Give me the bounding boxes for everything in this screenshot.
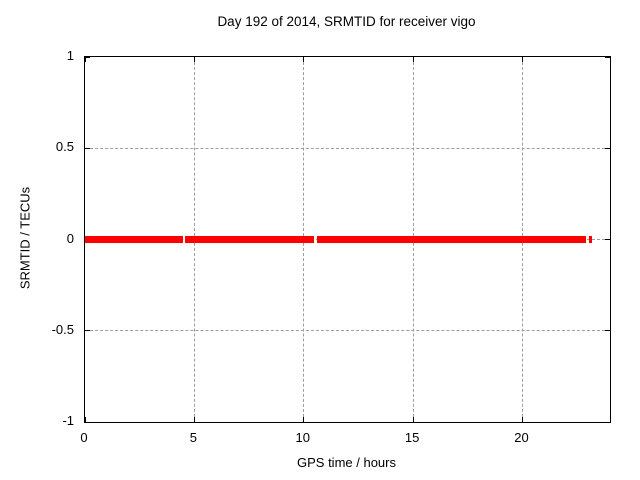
x-tick-label: 10 — [295, 430, 310, 445]
x-tick-mark-top — [522, 57, 523, 62]
x-tick-mark-bottom — [522, 417, 523, 422]
y-tick-label: 1 — [66, 48, 74, 63]
y-tick-label: -0.5 — [51, 321, 74, 337]
x-tick-mark-top — [303, 57, 305, 62]
x-tick-mark-top — [193, 57, 195, 62]
grid-line-horizontal — [85, 330, 610, 332]
y-tick-mark-left — [85, 330, 90, 332]
y-tick-mark-left — [85, 56, 90, 58]
grid-line-horizontal — [85, 147, 610, 149]
y-tick-mark-right — [605, 421, 610, 423]
y-tick-label: 0.5 — [55, 139, 74, 155]
x-tick-label: 15 — [404, 430, 420, 445]
x-tick-mark-top — [84, 57, 86, 62]
y-tick-mark-right — [605, 147, 610, 149]
y-tick-label: -1 — [62, 413, 74, 428]
y-tick-mark-left — [85, 147, 90, 149]
x-tick-mark-bottom — [84, 417, 86, 422]
x-tick-label: 20 — [514, 430, 529, 445]
y-tick-label: 0 — [66, 230, 74, 246]
y-tick-mark-right — [605, 56, 610, 58]
x-tick-label: 5 — [189, 430, 197, 445]
data-series-segment — [589, 236, 593, 243]
plot-area — [84, 56, 611, 423]
y-tick-mark-left — [85, 421, 90, 423]
x-axis-title: GPS time / hours — [297, 455, 396, 470]
y-tick-mark-right — [605, 239, 610, 240]
x-tick-mark-top — [412, 57, 414, 62]
data-series-segment — [317, 236, 586, 243]
y-tick-mark-right — [605, 330, 610, 332]
x-tick-label: 0 — [80, 430, 88, 445]
data-series-segment — [85, 236, 183, 243]
x-tick-mark-bottom — [412, 417, 414, 422]
chart-title: Day 192 of 2014, SRMTID for receiver vig… — [217, 14, 476, 29]
data-series-segment — [184, 236, 315, 243]
x-tick-mark-bottom — [303, 417, 305, 422]
x-tick-mark-bottom — [193, 417, 195, 422]
